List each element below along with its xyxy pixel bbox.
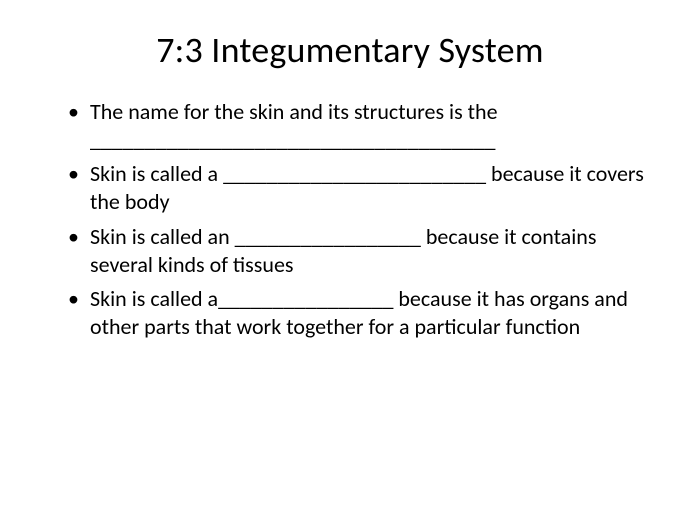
slide: 7:3 Integumentary System The name for th…: [0, 0, 700, 525]
list-item: The name for the skin and its structures…: [68, 98, 652, 154]
list-item: Skin is called a _______________________…: [68, 160, 652, 216]
list-item: Skin is called an _________________ beca…: [68, 223, 652, 279]
slide-title: 7:3 Integumentary System: [48, 28, 652, 72]
list-item: Skin is called a________________ because…: [68, 285, 652, 341]
bullet-list: The name for the skin and its structures…: [48, 98, 652, 341]
